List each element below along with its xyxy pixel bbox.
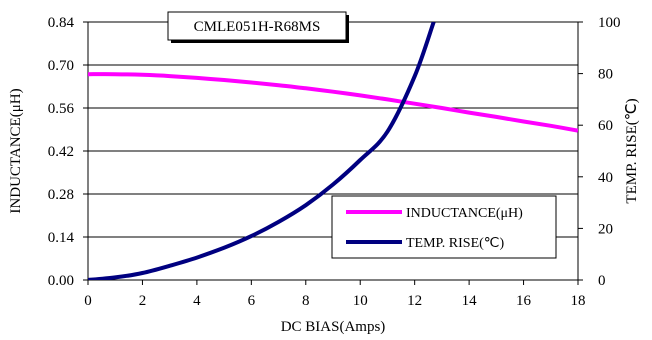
y-right-tick-label: 80 — [598, 67, 613, 83]
y-right-axis-ticks: 0 20 40 60 80 100 — [578, 15, 621, 289]
y-left-axis-label: INDUCTANCE(μH) — [8, 88, 24, 213]
y-left-tick-label: 0.14 — [48, 230, 75, 246]
legend-box — [331, 195, 557, 259]
y-right-tick-label: 100 — [598, 15, 621, 31]
x-tick-label: 10 — [353, 293, 368, 309]
y-left-tick-label: 0.28 — [48, 187, 74, 203]
series-lines — [88, 22, 578, 280]
chart-title-box: CMLE051H-R68MS — [167, 11, 349, 43]
x-tick-label: 2 — [139, 293, 147, 309]
inductance-line — [88, 72, 578, 133]
title-box — [167, 11, 347, 41]
y-right-tick-label: 60 — [598, 118, 613, 134]
x-axis-label: DC BIAS(Amps) — [281, 319, 386, 335]
x-tick-label: 18 — [571, 293, 586, 309]
y-left-tick-label: 0.84 — [48, 15, 75, 31]
x-tick-label: 4 — [193, 293, 201, 309]
y-left-tick-label: 0.70 — [48, 58, 74, 74]
y-right-tick-label: 0 — [598, 273, 606, 289]
x-tick-label: 8 — [302, 293, 310, 309]
temp-rise-line — [88, 22, 436, 280]
x-tick-label: 14 — [462, 293, 478, 309]
x-tick-label: 16 — [516, 293, 532, 309]
y-left-tick-label: 0.42 — [48, 144, 74, 160]
legend-temp-rise-label: TEMP. RISE(℃) — [406, 236, 505, 251]
y-right-axis-label: TEMP. RISE(℃) — [624, 98, 640, 203]
legend-inductance-label: INDUCTANCE(μH) — [406, 206, 523, 221]
legend: INDUCTANCE(μH) TEMP. RISE(℃) — [331, 195, 557, 259]
y-right-tick-label: 40 — [598, 170, 613, 186]
y-left-tick-label: 0.00 — [48, 273, 74, 289]
chart-title: CMLE051H-R68MS — [194, 19, 321, 35]
y-left-axis-ticks: 0.00 0.14 0.28 0.42 0.56 0.70 0.84 — [48, 15, 88, 289]
x-tick-label: 0 — [84, 293, 92, 309]
y-left-tick-label: 0.56 — [48, 101, 75, 117]
x-tick-label: 6 — [248, 293, 256, 309]
x-axis-ticks: 0 2 4 6 8 10 12 14 16 18 — [84, 280, 586, 309]
y-right-tick-label: 20 — [598, 221, 613, 237]
x-tick-label: 12 — [407, 293, 422, 309]
